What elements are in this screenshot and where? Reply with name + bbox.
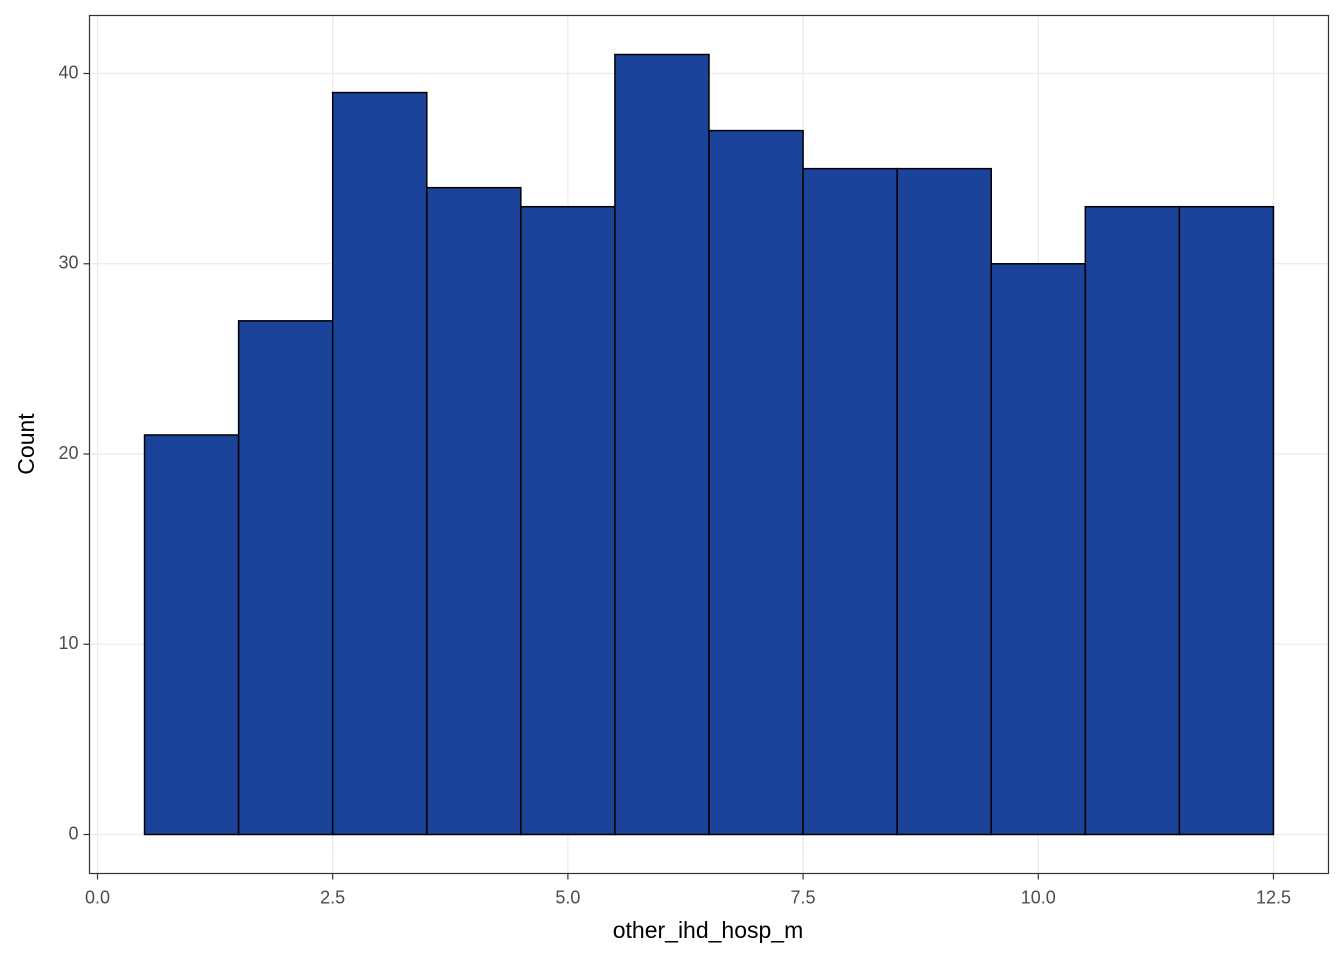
bar: [331, 91, 428, 836]
y-tick-label: 0: [68, 823, 78, 843]
y-tick-label: 30: [58, 253, 78, 273]
bar: [1178, 205, 1275, 836]
bar: [990, 263, 1087, 836]
x-tick-label: 5.0: [555, 887, 580, 907]
x-tick-label: 10.0: [1021, 887, 1056, 907]
bar: [520, 205, 616, 836]
bar: [143, 434, 240, 836]
panel-border: [88, 14, 1330, 875]
y-tick-label: 10: [58, 633, 78, 653]
x-tick-label: 2.5: [320, 887, 345, 907]
bar: [614, 53, 710, 836]
bar: [708, 129, 804, 836]
bar: [237, 320, 334, 836]
y-tick-label: 40: [58, 62, 78, 82]
x-tick-label: 12.5: [1256, 887, 1291, 907]
bar: [896, 167, 992, 836]
bar: [802, 167, 898, 836]
x-axis-title: other_ihd_hosp_m: [613, 917, 804, 943]
x-tick-label: 0.0: [85, 887, 110, 907]
x-tick-label: 7.5: [791, 887, 816, 907]
bar: [1084, 205, 1181, 836]
y-axis-title: Count: [13, 413, 39, 475]
y-tick-label: 20: [58, 443, 78, 463]
bar: [426, 186, 522, 836]
